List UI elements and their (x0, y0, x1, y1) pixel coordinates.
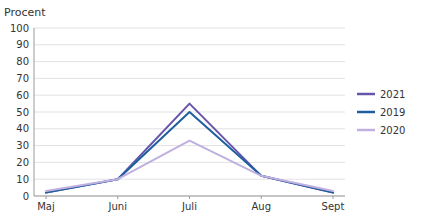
x-tick-label: Maj (37, 201, 55, 212)
grid-line (34, 162, 345, 163)
y-tick-label: 30 (16, 140, 29, 151)
legend: 2021 2019 2020 (357, 89, 405, 136)
x-tick (189, 196, 190, 199)
grid-line (34, 179, 345, 180)
y-tick-label: 80 (16, 56, 29, 67)
legend-swatch (357, 111, 375, 114)
series-line (46, 112, 333, 193)
grid-line (34, 44, 345, 45)
grid-line (34, 28, 345, 29)
y-tick-label: 70 (16, 73, 29, 84)
x-tick-label: Juni (108, 201, 127, 212)
legend-label: 2020 (380, 125, 405, 136)
x-tick (333, 196, 334, 199)
y-axis-label: Procent (4, 6, 46, 19)
grid-line (34, 95, 345, 96)
grid-line (34, 61, 345, 62)
y-axis-line (34, 28, 35, 196)
y-axis: 0 10 20 30 40 50 60 70 80 90 100 (10, 23, 34, 202)
series-line (46, 141, 333, 191)
y-tick-label: 20 (16, 157, 29, 168)
y-tick-label: 0 (23, 191, 29, 202)
y-tick-label: 90 (16, 39, 29, 50)
x-axis: Maj Juni Juli Aug Sept (34, 196, 345, 212)
y-tick-label: 50 (16, 107, 29, 118)
y-tick-label: 100 (10, 23, 29, 34)
legend-swatch (357, 93, 375, 96)
chart-container: 0 10 20 30 40 50 60 70 80 90 100 Maj Juni Juli Aug Sept… (0, 0, 422, 222)
x-tick-label: Juli (181, 201, 197, 212)
x-tick-label: Aug (251, 201, 271, 212)
series-line (46, 104, 333, 193)
grid-line (34, 78, 345, 79)
grid-line (34, 145, 345, 146)
x-tick (46, 196, 47, 199)
x-tick (261, 196, 262, 199)
x-tick (117, 196, 118, 199)
legend-label: 2019 (380, 107, 405, 118)
chart-svg: 0 10 20 30 40 50 60 70 80 90 100 Maj Juni Juli Aug Sept… (0, 0, 422, 222)
legend-label: 2021 (380, 89, 405, 100)
series-group (46, 104, 333, 193)
x-tick-label: Sept (322, 201, 345, 212)
legend-swatch (357, 129, 375, 132)
y-tick-label: 60 (16, 90, 29, 101)
grid-line (34, 128, 345, 129)
grid (34, 28, 345, 196)
y-tick-label: 10 (16, 174, 29, 185)
y-tick-label: 40 (16, 123, 29, 134)
